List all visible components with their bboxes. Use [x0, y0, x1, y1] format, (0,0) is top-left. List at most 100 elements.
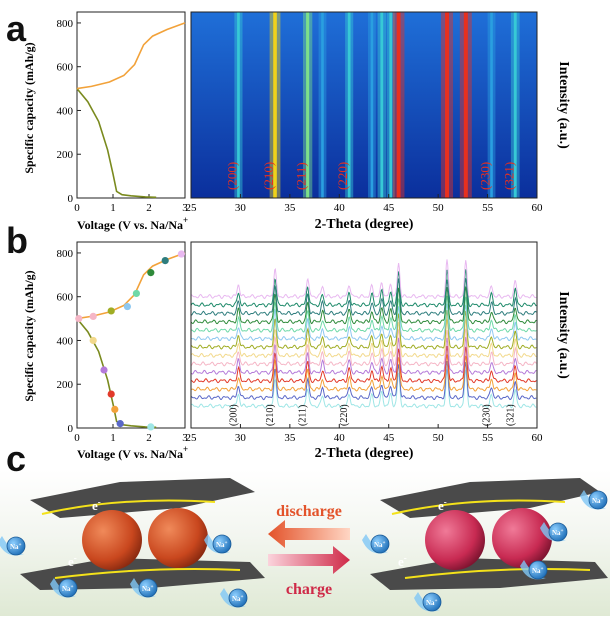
- ion-label: Na+: [10, 543, 22, 551]
- heatmap-background: [191, 12, 537, 198]
- x-axis-label-a: Voltage (V vs. Na/Na+: [77, 215, 188, 232]
- heatmap-peak-stripe: [306, 12, 310, 198]
- data-point: [75, 314, 83, 323]
- xrd-pattern: [190, 286, 537, 325]
- charge-arrow: [268, 546, 350, 574]
- particle-sphere: [82, 510, 142, 570]
- peak-label: (211): [298, 405, 309, 426]
- peak-label: (220): [339, 404, 350, 426]
- peak-label: (230): [478, 162, 493, 190]
- ion-trail: [520, 560, 546, 580]
- y-tick-label: 0: [68, 423, 74, 435]
- y-axis-label-a: Specific capacity (mAh/g): [22, 42, 36, 173]
- capacity-curve: [76, 22, 186, 90]
- x-tick-label: 35: [284, 432, 296, 444]
- ion-label: Na+: [216, 541, 228, 549]
- electron-label: e-: [438, 497, 447, 513]
- ion-trail: [414, 592, 440, 612]
- electron-path: [54, 568, 241, 579]
- sodium-ion: [588, 490, 608, 510]
- x-tick-label: 30: [235, 202, 247, 214]
- data-point: [177, 250, 185, 258]
- heatmap-peak-stripe: [273, 12, 277, 198]
- ion-label: Na+: [142, 585, 154, 593]
- xrd-pattern: [190, 346, 537, 384]
- ion-trail: [130, 578, 156, 598]
- xrd-pattern: [190, 310, 537, 350]
- sodium-ion: [528, 560, 548, 580]
- ion-label: Na+: [532, 567, 544, 575]
- x-tick-label: 25: [186, 432, 198, 444]
- ion-trail: [50, 578, 76, 598]
- x-tick-label: 3: [182, 202, 188, 214]
- xrd-pattern: [190, 336, 537, 375]
- y-tick-label: 0: [68, 193, 74, 205]
- x-axis-label-a-right: 2-Theta (degree): [315, 217, 414, 232]
- x-tick-label: 50: [433, 432, 445, 444]
- x-axis-label-b: Voltage (V vs. Na/Na+: [77, 444, 188, 461]
- sodium-ion: [548, 522, 568, 542]
- ion-label: Na+: [552, 529, 564, 537]
- y-tick-label: 200: [57, 379, 74, 391]
- x-tick-label: 2: [146, 432, 152, 444]
- electron-path: [391, 499, 566, 515]
- sodium-ion: [6, 536, 26, 556]
- electrode-charged: [370, 478, 608, 590]
- heatmap-peak-stripe: [370, 12, 374, 198]
- heatmap-peak-stripe: [463, 12, 468, 198]
- electron-label: e-: [68, 553, 77, 569]
- peak-label: (210): [261, 162, 276, 190]
- data-point: [161, 257, 169, 265]
- sodium-ion: [138, 578, 158, 598]
- ion-trail: [204, 534, 230, 554]
- ion-trail: [540, 522, 566, 542]
- x-tick-label: 30: [235, 432, 247, 444]
- xrd-pattern: [190, 278, 537, 316]
- sodium-ion: [228, 588, 248, 608]
- ion-trail: [362, 534, 388, 554]
- panel-letter-b: b: [6, 220, 28, 261]
- y-tick-label: 600: [57, 292, 74, 304]
- x-tick-label: 1: [110, 432, 116, 444]
- peak-label: (230): [482, 404, 493, 426]
- y-tick-label: 400: [57, 335, 74, 347]
- ion-trail: [0, 536, 24, 556]
- x-tick-label: 60: [532, 202, 544, 214]
- data-point: [89, 312, 97, 320]
- particle-sphere: [492, 508, 552, 568]
- capacity-curve: [76, 88, 157, 199]
- ion-label: Na+: [374, 541, 386, 549]
- particle-sphere: [148, 508, 208, 568]
- y-tick-label: 800: [57, 18, 74, 30]
- xrd-pattern: [190, 361, 537, 401]
- ion-trail: [580, 490, 606, 510]
- carbon-sheet-bottom: [20, 558, 265, 590]
- peak-label: (210): [265, 404, 276, 426]
- x-tick-label: 60: [532, 432, 544, 444]
- electron-path: [404, 568, 591, 579]
- x-tick-label: 1: [110, 202, 116, 214]
- data-point: [100, 366, 108, 374]
- x-tick-label: 25: [186, 202, 198, 214]
- electron-label: e-: [398, 553, 407, 569]
- sodium-ions: Na+ Na+ Na+ Na+ Na+ Na+ Na+ Na+ Na+ Na+: [0, 490, 608, 612]
- panel-letter-c: c: [6, 438, 27, 479]
- plot-frame: [76, 11, 186, 199]
- figure-canvas: 0 200 400 600 800 0 1 2 3 Specific capacity (mAh…: [22, 11, 571, 461]
- heatmap-peak-stripe: [490, 12, 493, 198]
- heatmap-peak-stripe: [445, 12, 450, 198]
- xrd-pattern: [190, 354, 537, 392]
- data-point: [147, 423, 155, 431]
- y-tick-label: 800: [57, 248, 74, 260]
- ion-label: Na+: [62, 585, 74, 593]
- schematic-svg: discharge charge e- e- e- e- Na+Na+ Na+Na…: [0, 478, 608, 612]
- y-tick-label: 600: [57, 62, 74, 74]
- xrd-pattern: [191, 259, 537, 300]
- sodium-ion: [212, 534, 232, 554]
- x-tick-label: 35: [284, 202, 296, 214]
- ion-label: Na+: [592, 497, 604, 505]
- xrd-pattern: [190, 303, 537, 342]
- charge-label: charge: [286, 581, 332, 598]
- x-axis-label-b-right: 2-Theta (degree): [315, 446, 414, 461]
- intensity-label-b: Intensity (a.u.): [556, 291, 571, 379]
